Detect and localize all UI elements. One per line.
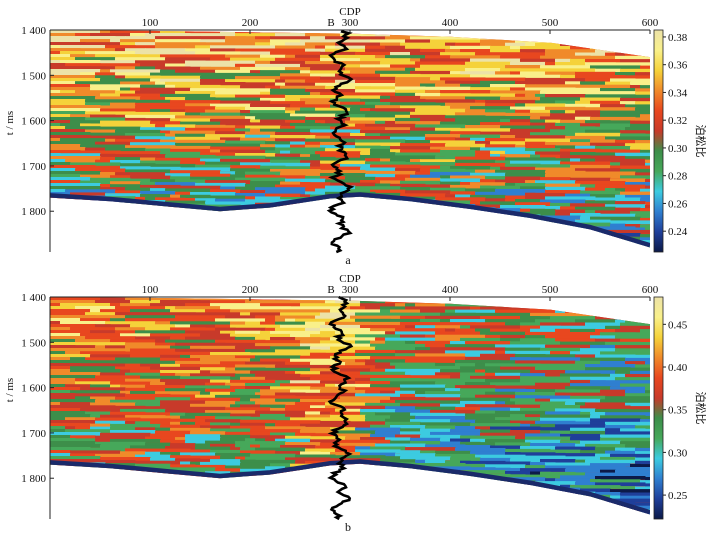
well-log-curve: [326, 29, 355, 254]
x-tick-label: 100: [142, 284, 159, 296]
colorbar-tick-label: 0.28: [668, 171, 688, 183]
colorbar-tick-label: 0.32: [668, 115, 687, 127]
y-tick-label: 1 600: [21, 116, 46, 128]
y-tick-label: 1 400: [21, 292, 46, 304]
colorbar-tick-label: 0.25: [668, 490, 688, 502]
colorbar-tick-label: 0.40: [668, 362, 688, 374]
colorbar-tick-label: 0.34: [668, 87, 688, 99]
x-tick-label: 600: [642, 284, 659, 296]
x-tick-label: 200: [242, 17, 259, 29]
x-axis-label: CDP: [339, 6, 360, 18]
panel-b: 100 200 300 400 500 600 CDP B 1 400 1 500 1 600 1 7…: [4, 273, 706, 534]
x-tick-label: 500: [542, 17, 559, 29]
x-tick-label: 200: [242, 284, 259, 296]
y-axis-label: t / ms: [4, 378, 16, 402]
y-tick-label: 1 800: [21, 206, 46, 218]
y-tick-label: 1 500: [21, 70, 46, 82]
colorbar-tick-label: 0.30: [668, 143, 688, 155]
x-tick-label: 500: [542, 284, 559, 296]
colorbar-tick-label: 0.45: [668, 319, 688, 331]
y-tick-label: 1 500: [21, 337, 46, 349]
well-label: B: [327, 284, 334, 296]
x-tick-label: 400: [442, 284, 459, 296]
seismic-section: [50, 30, 650, 248]
colorbar-label: 泊松比: [694, 392, 706, 425]
y-axis-label: t / ms: [4, 111, 16, 135]
colorbar-tick-label: 0.36: [668, 60, 688, 72]
colorbar-label: 泊松比: [694, 125, 706, 158]
base-horizon: [50, 459, 650, 515]
x-tick-label: 300: [342, 284, 359, 296]
y-tick-label: 1 800: [21, 473, 46, 485]
y-tick-label: 1 400: [21, 25, 46, 37]
x-tick-label: 100: [142, 17, 159, 29]
x-tick-label: 300: [342, 17, 359, 29]
x-tick-label: 400: [442, 17, 459, 29]
panel-a: 100 200 300 400 500 600 CDP B 1 400 1 500 1 600 1 7…: [4, 6, 706, 267]
panel-label: b: [345, 520, 351, 534]
colorbar-tick-label: 0.26: [668, 198, 688, 210]
colorbar-tick-label: 0.24: [668, 226, 688, 238]
y-tick-label: 1 600: [21, 383, 46, 395]
x-tick-label: 600: [642, 17, 659, 29]
seismic-section: [50, 297, 650, 515]
panel-label: a: [345, 253, 351, 267]
base-horizon: [50, 192, 650, 248]
colorbar-tick-label: 0.38: [668, 32, 688, 44]
well-log-curve: [327, 295, 354, 521]
colorbar: 0.24 0.26 0.28 0.30 0.32 0.34 0.36 0.38 泊松比: [653, 29, 706, 253]
colorbar-tick-label: 0.35: [668, 405, 688, 417]
colorbar: 0.25 0.30 0.35 0.40 0.45 泊松比: [653, 296, 706, 520]
x-axis-label: CDP: [339, 273, 360, 285]
y-tick-label: 1 700: [21, 428, 46, 440]
colorbar-tick-label: 0.30: [668, 447, 688, 459]
y-tick-label: 1 700: [21, 161, 46, 173]
well-label: B: [327, 17, 334, 29]
